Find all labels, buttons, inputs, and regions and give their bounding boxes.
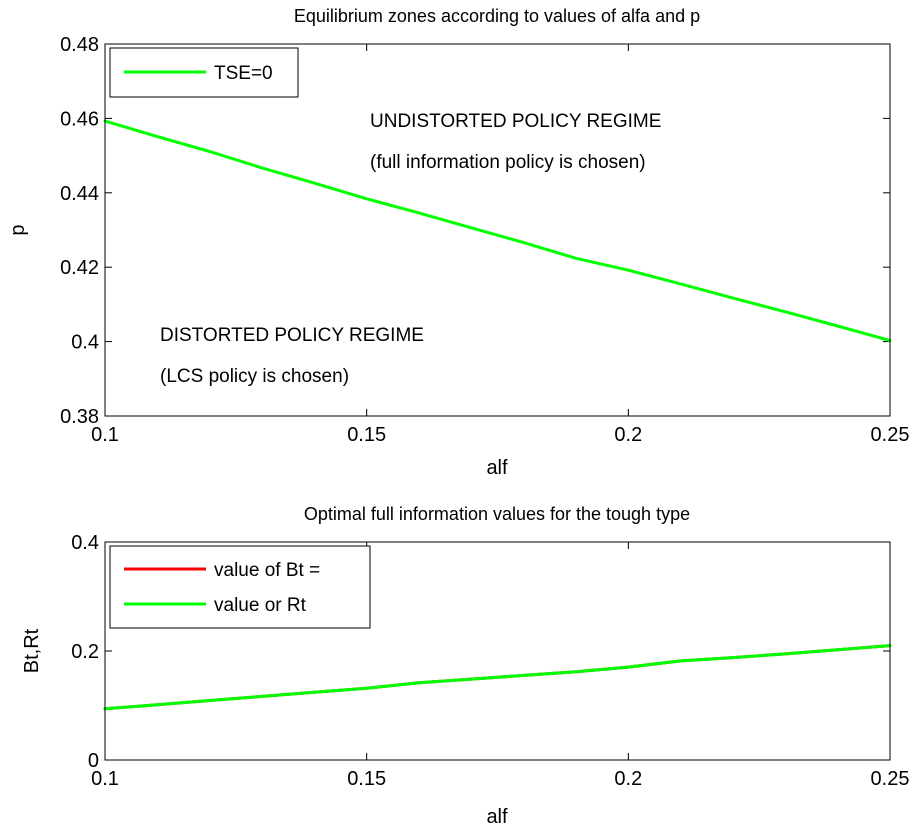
top-plot-axes-box	[104, 43, 891, 417]
top-plot-legend: TSE=0	[109, 47, 299, 98]
annotation-undistorted-regime: UNDISTORTED POLICY REGIME	[370, 111, 661, 132]
top-y-tick-label: 0.4	[71, 332, 99, 354]
top-plot: Equilibrium zones according to values of…	[7, 6, 909, 479]
top-x-tick-label: 0.1	[91, 424, 119, 446]
bottom-plot-axes-box	[104, 541, 891, 761]
top-y-tick-label: 0.38	[60, 406, 99, 428]
bottom-y-tick-label: 0.2	[71, 641, 99, 663]
annotation-lcs-policy: (LCS policy is chosen)	[160, 366, 349, 387]
top-y-tick-label: 0.46	[60, 108, 99, 130]
bottom-y-tick-label: 0.4	[71, 532, 99, 554]
top-plot-xlabel: alf	[486, 457, 508, 479]
bottom-series-line-1	[103, 644, 892, 711]
top-plot-lines	[103, 119, 892, 342]
top-series-line-0	[103, 119, 892, 342]
bottom-plot-ylabel: Bt,Rt	[21, 628, 43, 673]
bottom-plot-xlabel: alf	[486, 806, 508, 828]
top-x-tick-label: 0.2	[614, 424, 642, 446]
top-y-tick-label: 0.48	[60, 34, 99, 56]
bottom-x-tick-label: 0.25	[871, 768, 910, 790]
top-x-tick-label: 0.15	[347, 424, 386, 446]
legend-label-rt: value or Rt	[214, 595, 307, 616]
top-y-tick-label: 0.44	[60, 183, 99, 205]
legend-label-bt: value of Bt =	[214, 560, 320, 581]
bottom-x-tick-label: 0.1	[91, 768, 119, 790]
top-x-tick-label: 0.25	[871, 424, 910, 446]
legend-label-tse: TSE=0	[214, 63, 273, 84]
bottom-plot: Optimal full information values for the …	[21, 504, 909, 828]
bottom-x-tick-label: 0.2	[614, 768, 642, 790]
bottom-x-tick-label: 0.15	[347, 768, 386, 790]
bottom-plot-legend: value of Bt = value or Rt	[109, 545, 371, 629]
bottom-plot-ticks: 0.1 0.15 0.2 0.25 0 0.2 0.4	[71, 532, 909, 790]
bottom-plot-title: Optimal full information values for the …	[304, 504, 690, 524]
annotation-full-information-policy: (full information policy is chosen)	[370, 152, 646, 173]
top-plot-ticks: 0.1 0.15 0.2 0.25 0.38 0.4 0.42 0.44 0.46 0.48	[60, 34, 909, 446]
top-plot-ylabel: p	[7, 224, 29, 235]
top-y-tick-label: 0.42	[60, 257, 99, 279]
annotation-distorted-regime: DISTORTED POLICY REGIME	[160, 325, 424, 346]
top-plot-title: Equilibrium zones according to values of…	[294, 6, 700, 26]
bottom-plot-lines	[103, 644, 892, 711]
bottom-y-tick-label: 0	[88, 750, 99, 772]
